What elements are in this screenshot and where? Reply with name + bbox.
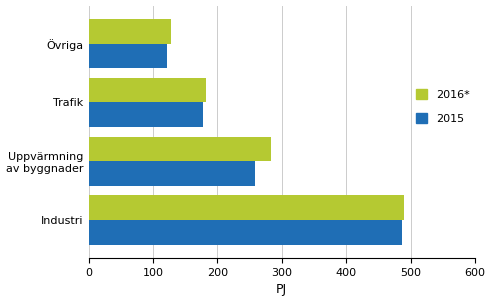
Bar bbox=[88, 220, 402, 245]
X-axis label: PJ: PJ bbox=[276, 284, 287, 297]
Bar bbox=[88, 78, 206, 102]
Bar bbox=[88, 19, 171, 44]
Bar bbox=[88, 195, 404, 220]
Bar bbox=[88, 102, 203, 127]
Bar bbox=[88, 44, 167, 69]
Bar bbox=[88, 137, 271, 161]
Bar bbox=[88, 161, 255, 186]
Legend: 2016*, 2015: 2016*, 2015 bbox=[416, 89, 469, 124]
